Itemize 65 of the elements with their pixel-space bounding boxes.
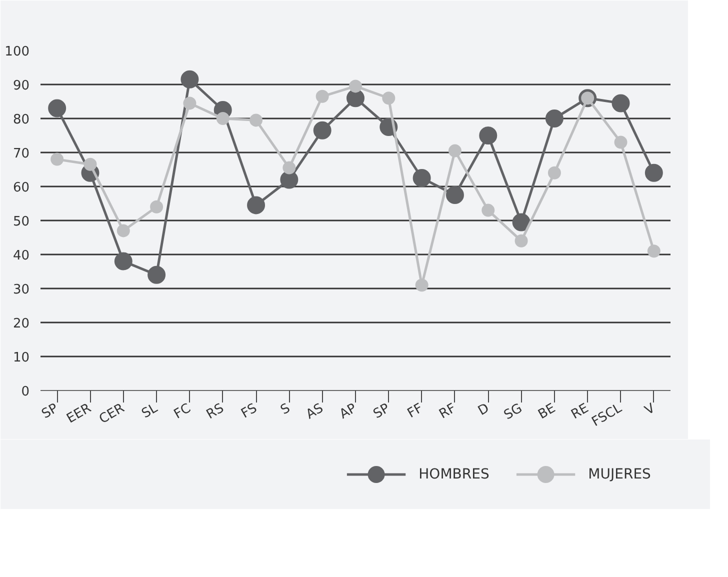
point [614, 136, 628, 149]
x-tick-label: V [642, 400, 658, 418]
point [612, 94, 630, 112]
point [382, 92, 396, 105]
x-tick-label: RF [436, 401, 459, 422]
y-tick-label: 100 [4, 44, 30, 60]
point [48, 99, 66, 118]
y-tick-label: 40 [12, 248, 30, 264]
x-tick-label: SL [139, 400, 161, 422]
point [479, 126, 498, 144]
point [114, 252, 132, 270]
x-tick-label: BE [536, 401, 558, 423]
y-tick-label: 30 [12, 282, 30, 298]
x-tick-label: FS [238, 400, 260, 422]
x-tick-label: SP [39, 400, 61, 422]
x-tick-label: AP [337, 400, 360, 422]
y-tick-label: 60 [12, 180, 30, 196]
point [250, 114, 263, 127]
legend-label: HOMBRES [418, 466, 490, 482]
x-tick-label: RS [204, 401, 227, 423]
point [548, 166, 561, 180]
point [50, 152, 64, 166]
point [282, 161, 296, 174]
y-tick-label: 70 [12, 146, 30, 162]
x-tick-label: EER [64, 401, 94, 427]
point [349, 80, 362, 93]
point [148, 266, 166, 284]
point [316, 90, 329, 103]
x-tick-label: RE [568, 401, 592, 423]
point [512, 213, 530, 232]
point [482, 204, 495, 217]
point [647, 244, 660, 258]
y-tick-label: 20 [12, 316, 30, 332]
x-tick-label: FF [405, 401, 426, 422]
legend-label: MUJERES [588, 466, 652, 482]
y-tick-label: 0 [21, 384, 30, 400]
y-tick-label: 10 [12, 350, 30, 366]
point [412, 169, 431, 187]
x-tick-label: S [278, 401, 293, 418]
point [216, 112, 230, 125]
point [446, 186, 464, 204]
point [514, 234, 528, 248]
x-tick-label: AS [304, 401, 326, 423]
point [545, 110, 564, 128]
point [644, 164, 663, 182]
point [280, 170, 298, 189]
point [116, 224, 130, 238]
point [247, 196, 266, 214]
point [180, 70, 199, 88]
x-tick-label: D [476, 401, 492, 419]
y-tick-label: 50 [12, 214, 30, 230]
point [84, 158, 97, 171]
point [448, 144, 462, 158]
x-tick-label: FC [172, 401, 194, 422]
x-tick-label: CER [96, 401, 128, 428]
y-tick-label: 80 [12, 112, 30, 128]
point [150, 200, 164, 214]
x-tick-label: SG [502, 401, 526, 424]
y-tick-label: 90 [12, 78, 30, 94]
x-tick-label: FSCL [589, 400, 626, 430]
point [415, 278, 428, 292]
point [346, 89, 364, 108]
point [183, 96, 196, 110]
point [313, 121, 332, 140]
x-tick-label: SP [370, 400, 393, 422]
